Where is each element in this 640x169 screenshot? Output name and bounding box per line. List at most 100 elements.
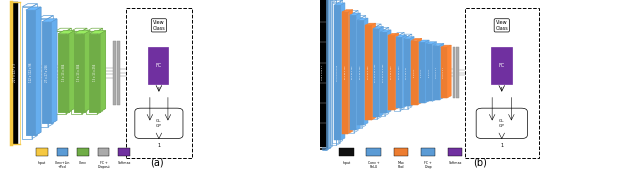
Polygon shape <box>433 46 440 100</box>
Text: 13 x 13 x 256: 13 x 13 x 256 <box>93 64 97 81</box>
Text: FC: FC <box>499 63 505 68</box>
Bar <box>12 2 19 144</box>
Text: (a): (a) <box>150 157 164 167</box>
Polygon shape <box>412 41 418 105</box>
Text: 9 x 6 x 1: 9 x 6 x 1 <box>421 68 422 77</box>
Bar <box>77 148 89 156</box>
Polygon shape <box>342 12 349 134</box>
Polygon shape <box>404 39 410 106</box>
Polygon shape <box>419 40 429 42</box>
Polygon shape <box>388 33 399 35</box>
Polygon shape <box>447 45 451 98</box>
Polygon shape <box>433 43 444 46</box>
Text: Softmax: Softmax <box>117 161 131 165</box>
Text: GL
GP: GL GP <box>499 119 504 128</box>
Text: 30 x 30 x 54 x 256: 30 x 30 x 54 x 256 <box>383 64 384 82</box>
Bar <box>448 148 462 156</box>
Polygon shape <box>396 37 403 108</box>
Bar <box>421 148 435 156</box>
Polygon shape <box>387 30 391 113</box>
Polygon shape <box>410 37 414 106</box>
Polygon shape <box>372 29 379 117</box>
Polygon shape <box>42 19 57 22</box>
Bar <box>57 148 68 156</box>
Polygon shape <box>58 34 69 112</box>
Text: 25 x 25 x 61: 25 x 25 x 61 <box>406 67 407 79</box>
Polygon shape <box>356 13 360 130</box>
Text: FC +
Dropout: FC + Dropout <box>97 161 110 169</box>
Text: FC +
Drop: FC + Drop <box>424 161 432 169</box>
Polygon shape <box>357 18 368 20</box>
Polygon shape <box>440 45 451 47</box>
Bar <box>453 47 455 98</box>
Polygon shape <box>26 10 36 135</box>
Text: 65 x 65 x 128: 65 x 65 x 128 <box>345 66 346 79</box>
Polygon shape <box>365 25 371 120</box>
FancyBboxPatch shape <box>126 8 192 158</box>
Polygon shape <box>69 31 74 112</box>
Polygon shape <box>404 37 414 39</box>
Text: 25 x 25 x 133: 25 x 25 x 133 <box>391 66 392 79</box>
Polygon shape <box>26 7 41 10</box>
Polygon shape <box>58 31 74 34</box>
Text: Max
Pool: Max Pool <box>397 161 404 169</box>
Text: (b): (b) <box>473 157 487 167</box>
Polygon shape <box>440 47 447 98</box>
Text: View
Class: View Class <box>152 20 165 31</box>
Text: 144 x 1 x 1: 144 x 1 x 1 <box>436 67 437 78</box>
Bar <box>118 148 130 156</box>
Text: Input: Input <box>38 161 46 165</box>
Polygon shape <box>396 35 406 37</box>
Text: 13 x 13 x 384: 13 x 13 x 384 <box>77 64 81 81</box>
Polygon shape <box>380 30 391 32</box>
Text: 1: 1 <box>500 143 503 148</box>
Text: Conv: Conv <box>79 161 87 165</box>
Polygon shape <box>419 42 425 103</box>
Polygon shape <box>74 31 90 34</box>
FancyBboxPatch shape <box>135 108 183 139</box>
Polygon shape <box>371 23 376 120</box>
Polygon shape <box>379 27 383 117</box>
Polygon shape <box>90 34 100 112</box>
Text: Input: Input <box>342 161 351 165</box>
Polygon shape <box>334 5 341 140</box>
Bar <box>113 41 116 105</box>
Polygon shape <box>357 20 364 125</box>
Text: 9 x 6 x 1: 9 x 6 x 1 <box>414 68 415 77</box>
Bar <box>98 148 109 156</box>
Polygon shape <box>90 31 106 34</box>
Polygon shape <box>372 27 383 29</box>
Text: Softmax: Softmax <box>449 161 462 165</box>
Polygon shape <box>51 19 57 123</box>
FancyBboxPatch shape <box>465 8 539 158</box>
Bar <box>339 148 353 156</box>
Text: 30 x 30 x 256: 30 x 30 x 256 <box>368 66 369 79</box>
Bar <box>491 47 513 84</box>
Polygon shape <box>380 32 387 113</box>
Text: View
Class: View Class <box>495 20 508 31</box>
Text: 227 x 227 x 3: 227 x 227 x 3 <box>13 63 17 82</box>
Text: Conv+Lin
+Pool: Conv+Lin +Pool <box>55 161 70 169</box>
Text: 130 x 130 x 128: 130 x 130 x 128 <box>337 65 338 81</box>
Polygon shape <box>84 31 90 112</box>
Bar <box>117 41 120 105</box>
Polygon shape <box>426 44 433 101</box>
Polygon shape <box>42 22 51 123</box>
Polygon shape <box>388 35 394 110</box>
Polygon shape <box>36 7 41 135</box>
Text: 13 x 13 x 384: 13 x 13 x 384 <box>61 64 65 81</box>
Text: 65 x 65 x 256: 65 x 65 x 256 <box>360 66 361 79</box>
Polygon shape <box>433 42 436 101</box>
Polygon shape <box>425 40 429 103</box>
Polygon shape <box>100 31 106 112</box>
FancyBboxPatch shape <box>476 108 527 139</box>
Bar <box>366 148 381 156</box>
Polygon shape <box>349 13 360 15</box>
Polygon shape <box>440 43 444 100</box>
Text: 27 x 27 x 256: 27 x 27 x 256 <box>45 64 49 82</box>
Polygon shape <box>412 38 422 41</box>
Text: FC: FC <box>156 63 162 68</box>
Polygon shape <box>74 34 84 112</box>
Bar <box>320 0 326 147</box>
Text: 1: 1 <box>157 143 161 148</box>
